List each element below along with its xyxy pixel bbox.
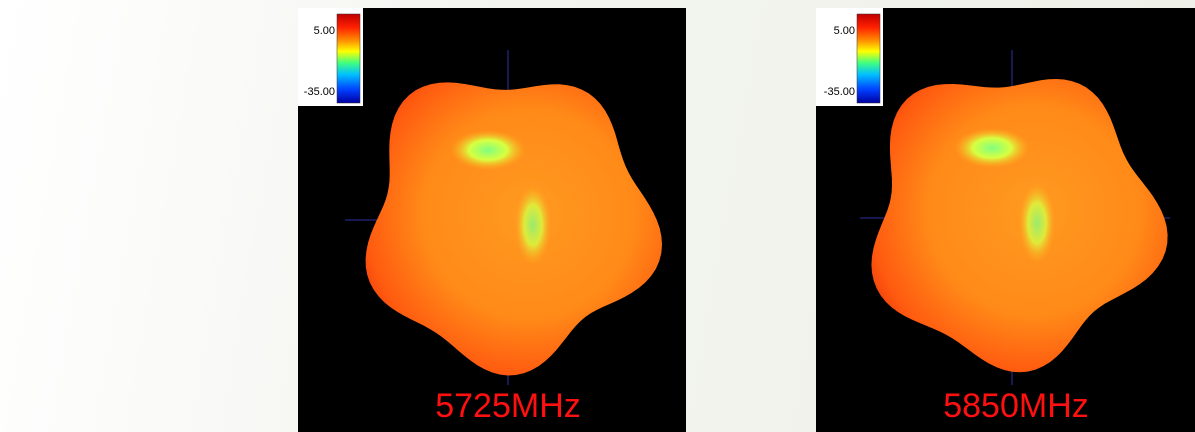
pattern-panel: 5.00 -35.00 5725MHz xyxy=(298,8,686,432)
color-bar xyxy=(856,13,881,104)
legend-max: 5.00 xyxy=(314,25,335,37)
frequency-label: 5725MHz xyxy=(435,387,581,425)
frequency-label: 5850MHz xyxy=(943,387,1089,425)
legend-min: -35.00 xyxy=(304,86,335,98)
color-bar xyxy=(336,13,361,104)
pattern-highlight xyxy=(954,128,1030,168)
legend-max: 5.00 xyxy=(834,25,855,37)
pattern-highlight xyxy=(1019,183,1055,263)
radiation-pattern xyxy=(365,82,662,376)
legend-min: -35.00 xyxy=(824,86,855,98)
pattern-panel: 5.00 -35.00 5850MHz xyxy=(816,8,1195,432)
pattern-highlight xyxy=(515,185,551,265)
pattern-highlight xyxy=(450,130,526,170)
